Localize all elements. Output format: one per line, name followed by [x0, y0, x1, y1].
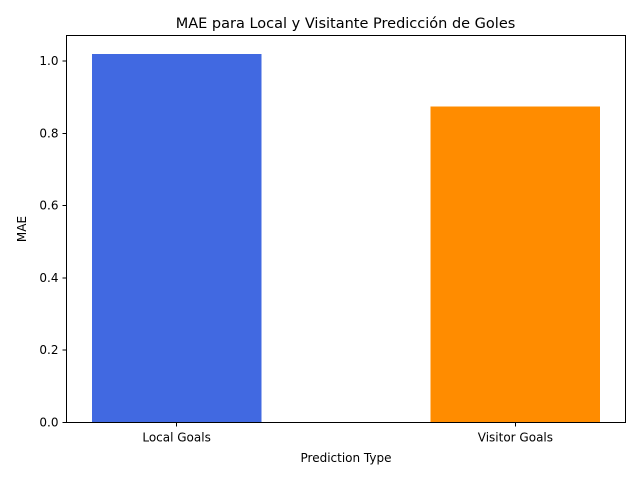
y-tick-label: 0.2: [39, 343, 58, 357]
x-axis-label: Prediction Type: [301, 451, 392, 465]
x-tick-label: Local Goals: [142, 431, 211, 445]
y-axis-label: MAE: [15, 216, 29, 242]
y-tick-label: 0.8: [39, 126, 58, 140]
bar-visitor-goals: [430, 106, 601, 423]
plot-area-frame: [66, 35, 626, 423]
y-tick-label: 0.4: [39, 271, 58, 285]
y-tick-label: 1.0: [39, 54, 58, 68]
y-axis-ticks: 0.0 0.2 0.4 0.6 0.8 1.0: [39, 54, 67, 430]
y-tick-label: 0.6: [39, 199, 58, 213]
y-tick-label: 0.0: [39, 416, 58, 430]
bar-local-goals: [91, 53, 262, 423]
x-axis-ticks: Local Goals Visitor Goals: [142, 422, 553, 445]
x-tick-label: Visitor Goals: [478, 431, 553, 445]
bars-layer: [91, 53, 601, 423]
chart-title: MAE para Local y Visitante Predicción de…: [176, 16, 516, 32]
